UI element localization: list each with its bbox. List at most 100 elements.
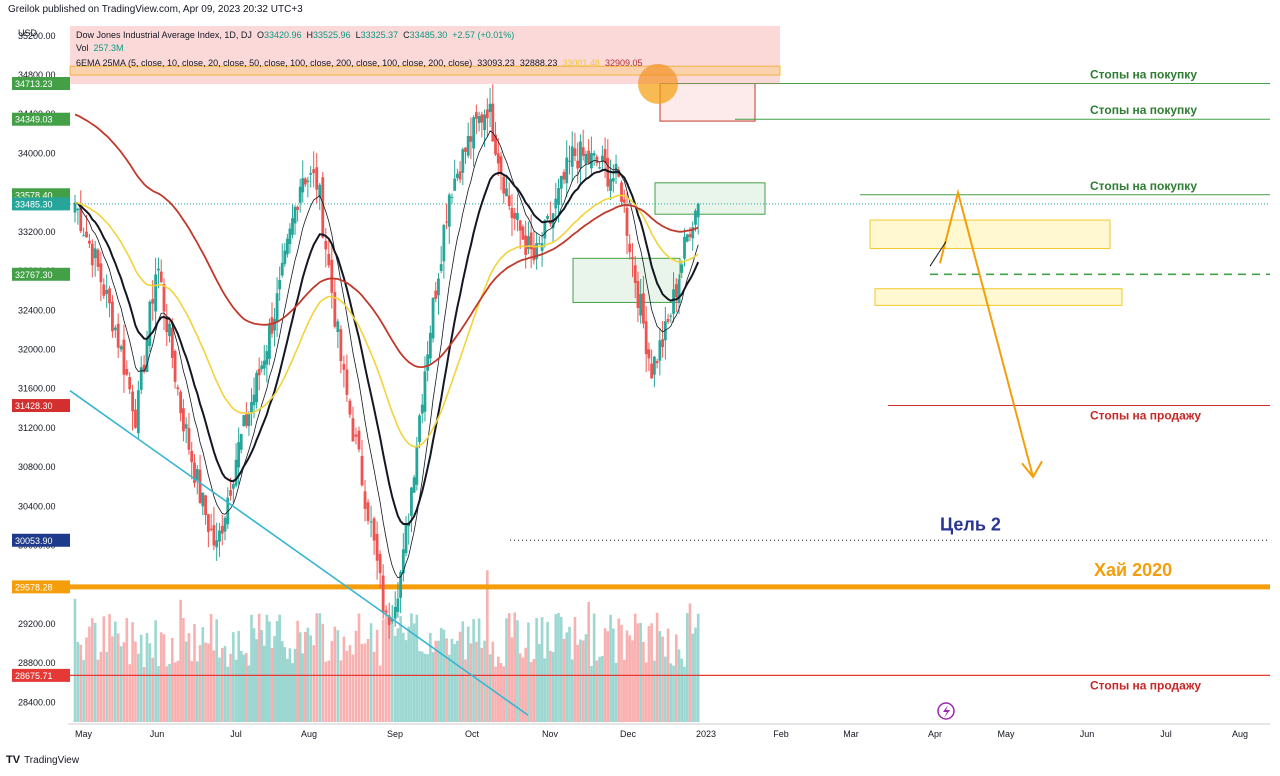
volume-bar [507,613,511,722]
volume-bar [384,609,388,722]
candle-body [415,446,419,485]
x-tick-label: Mar [843,729,859,739]
legend-close: 33485.30 [409,30,448,40]
candle-body [363,491,367,509]
candle-body [293,207,297,224]
price-tag-text: 30053.90 [15,536,53,546]
candle-body [354,434,358,437]
price-tag-bg [12,668,70,682]
candle-body [611,178,615,182]
candle-body [260,365,264,370]
candle-body [696,203,700,218]
x-tick-label: Apr [928,729,942,739]
x-tick-label: Jun [1080,729,1095,739]
level-annotation: Стопы на покупку [1090,68,1197,82]
candle-body [396,598,400,612]
volume-bar [535,618,538,722]
volume-bar [483,640,486,722]
volume-bar [688,603,692,722]
ema-yellow-line [74,194,699,448]
candle-body [557,188,560,205]
candles-layer [73,84,700,639]
candle-body [410,487,413,516]
volume-bar [407,626,411,722]
candle-body [477,116,481,124]
candle-body [694,210,697,225]
volume-bar [265,614,269,722]
legend-ema-v2: 32888.23 [519,58,558,68]
volume-bar [510,637,514,722]
level-annotation: Стопы на продажу [1090,409,1201,423]
volume-bar [584,634,588,722]
candle-body [105,289,109,294]
legend-ema-label: 6EMA 25MA (5, close, 10, close, 20, clos… [76,58,473,68]
candle-body [278,279,282,290]
lightning-icon [937,702,955,720]
candle-body [488,103,492,113]
volume-bar [461,621,465,722]
candle-body [434,290,438,299]
candle-body [136,390,140,434]
candle-body [598,167,602,169]
candle-body [142,364,146,372]
level-annotation: Стопы на покупку [1090,179,1197,193]
candle-body [387,615,391,625]
volume-bar [193,624,196,722]
volume-bar [418,651,421,722]
volume-bar [390,619,394,722]
volume-bar [538,643,541,722]
volume-bar [622,659,626,722]
candle-body [472,117,476,149]
yellow-zone-top [69,65,781,76]
candle-body [262,360,266,369]
candle-body [252,394,256,406]
volume-bar [288,648,292,722]
volume-bar [381,619,385,722]
candle-body [187,428,191,450]
volume-bar [304,631,307,722]
candle-body [257,368,261,376]
candle-body [450,197,454,199]
x-tick-label: Nov [542,729,559,739]
volume-bar [472,619,475,722]
volume-bar [426,654,429,722]
candle-body [568,160,571,162]
candle-body [680,264,684,273]
volume-bar [73,598,77,722]
volume-bar [93,622,97,722]
volume-bar [122,642,126,722]
volume-bar [345,650,349,722]
x-tick-label: Sep [387,729,403,739]
volume-bar [257,613,261,722]
candle-body [255,372,259,403]
volume-bar [450,638,454,722]
candle-body [131,391,134,412]
legend-volume-line: Vol 257.3M [76,43,124,53]
candle-body [447,194,451,227]
candle-body [176,387,180,390]
price-tag-text: 32767.30 [15,270,53,280]
volume-bar [173,662,177,722]
level-annotation: Хай 2020 [1094,560,1172,580]
candle-body [559,176,563,189]
candle-body [312,169,316,174]
volume-bar [245,653,248,722]
legend-high: 33525.96 [313,30,351,40]
candle-body [584,153,588,164]
candle-body [672,289,675,314]
candle-body [669,315,673,317]
volume-bar [366,638,370,722]
volume-bar [157,665,160,722]
volume-bar [434,640,438,722]
x-tick-label: Jul [230,729,242,739]
candle-body [122,339,126,375]
candle-body [239,434,243,450]
volume-bar [111,636,114,722]
candle-body [296,206,300,210]
candle-body [647,349,651,359]
volume-bar [105,651,108,722]
price-tag: 30053.90 [12,533,70,547]
candle-body [622,199,626,203]
